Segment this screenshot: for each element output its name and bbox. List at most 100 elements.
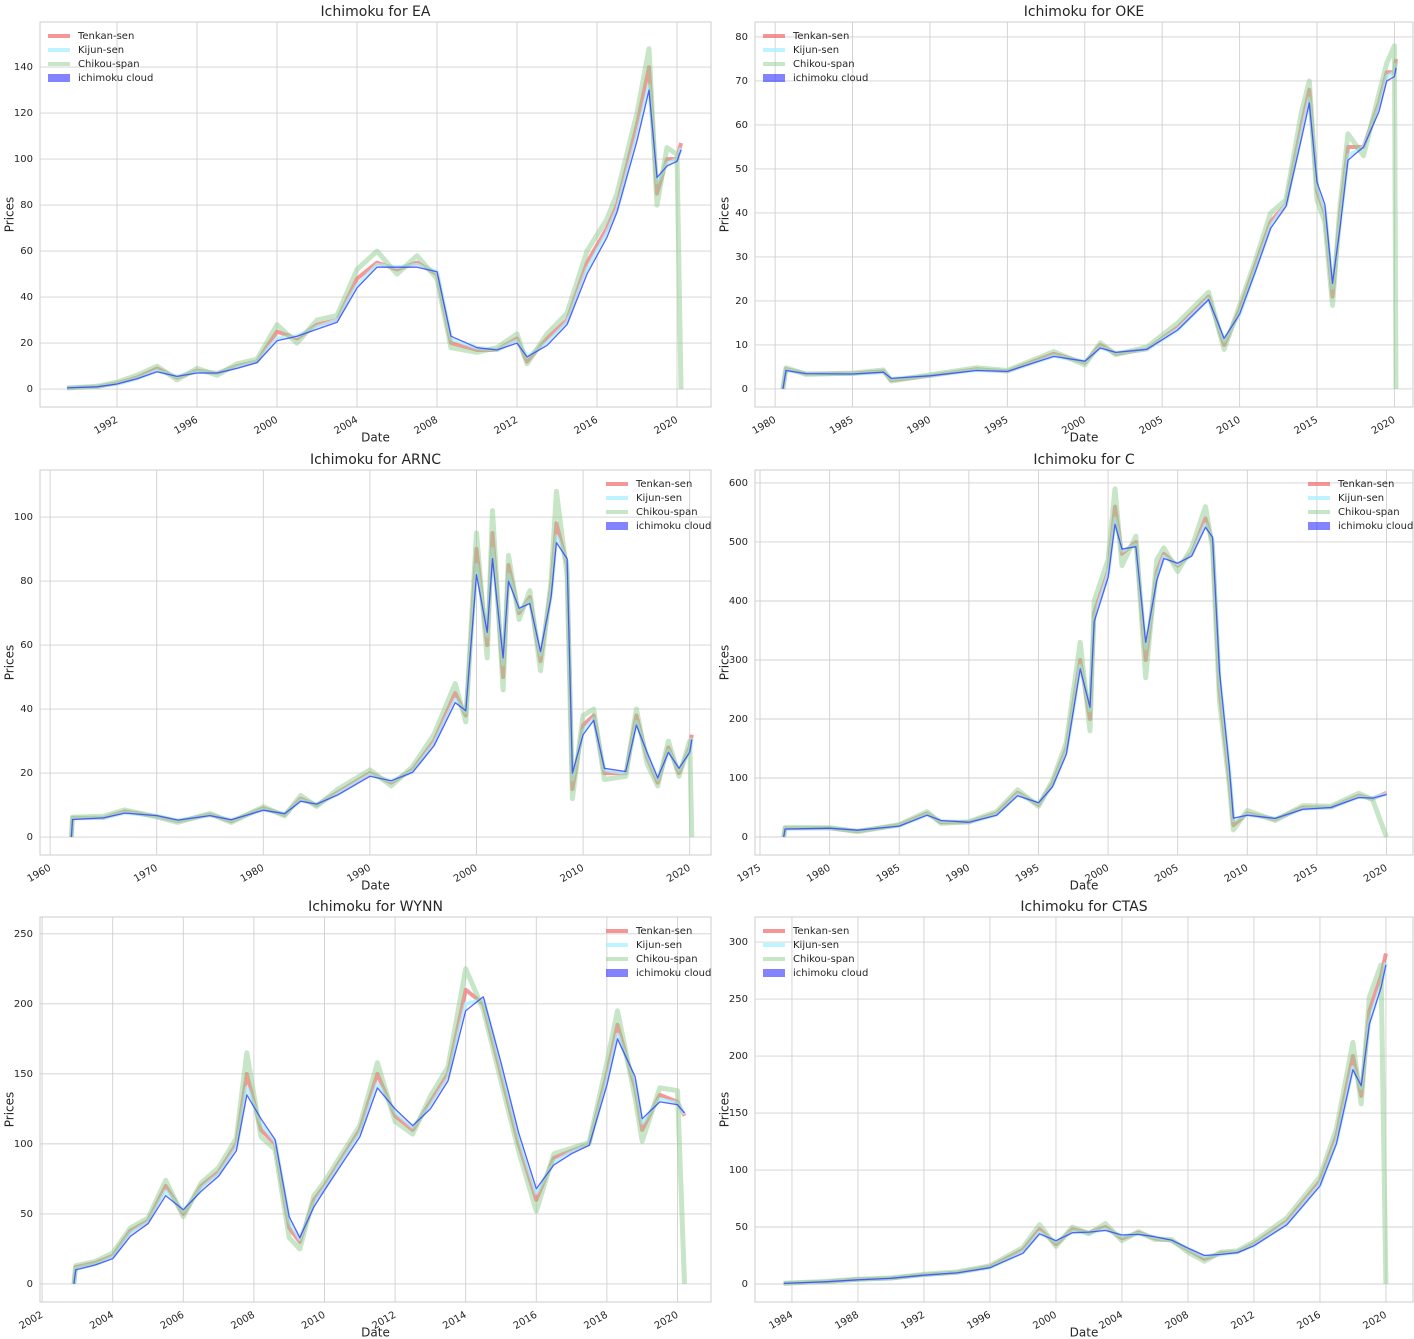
y-tick-label: 300 [729,937,748,948]
y-axis-label: Prices [3,645,17,681]
x-tick-label: 1984 [767,1310,795,1332]
y-tick-label: 400 [729,596,748,607]
series-line [781,486,1389,838]
x-tick-label: 1996 [172,415,200,437]
x-tick-label: 2020 [653,1310,681,1332]
x-tick-label: 2018 [582,1310,610,1332]
legend-label: ichimoku cloud [636,968,711,979]
y-axis-label: Prices [3,1092,17,1128]
y-tick-label: 0 [27,832,33,843]
y-tick-label: 200 [14,999,33,1010]
x-tick-label: 2004 [1097,1310,1125,1332]
y-tick-label: 100 [729,773,748,784]
x-tick-label: 2006 [159,1310,187,1332]
chart-title: Ichimoku for WYNN [308,899,443,915]
x-tick-label: 2005 [1153,863,1181,885]
y-axis-label: Prices [718,645,732,681]
y-tick-label: 40 [20,704,33,715]
y-tick-label: 100 [14,1139,33,1150]
y-tick-label: 50 [735,1222,748,1233]
x-tick-label: 1980 [805,863,833,885]
y-tick-label: 250 [729,994,748,1005]
x-axis-label: Date [1070,879,1099,893]
legend-swatch [1308,522,1330,530]
x-tick-label: 2015 [1292,415,1320,437]
legend-label: Chikou-span [636,954,698,965]
x-tick-label: 2000 [252,415,280,437]
x-tick-label: 2010 [1215,415,1243,437]
y-tick-label: 100 [14,512,33,523]
legend-label: Tenkan-sen [792,926,849,937]
y-tick-label: 0 [742,1279,748,1290]
legend-label: Kijun-sen [793,45,839,56]
y-tick-label: 140 [14,62,33,73]
plot-area [754,916,1414,1303]
axes: 0 20 40 60 80 100 120 140 1992 1996 2000 2004 2008 20… [3,4,712,445]
x-tick-label: 2002 [18,1310,46,1332]
y-tick-label: 100 [729,1165,748,1176]
x-tick-label: 2004 [88,1310,116,1332]
x-tick-label: 2016 [572,415,600,437]
y-tick-label: 500 [729,537,748,548]
legend-label: Chikou-span [636,507,698,518]
y-tick-label: 60 [735,120,748,131]
y-tick-label: 70 [735,76,748,87]
y-tick-label: 150 [14,1069,33,1080]
y-tick-label: 80 [20,576,33,587]
chart-title: Ichimoku for C [1033,452,1134,468]
legend-swatch [606,969,628,977]
y-tick-label: 0 [27,1279,33,1290]
x-tick-label: 1980 [751,415,779,437]
legend-label: Kijun-sen [636,493,682,504]
x-tick-label: 1996 [965,1310,993,1332]
legend-label: ichimoku cloud [1338,521,1413,532]
x-tick-label: 2008 [412,415,440,437]
legend-label: ichimoku cloud [78,73,153,84]
legend-label: Kijun-sen [636,940,682,951]
x-tick-label: 1985 [828,415,856,437]
legend-swatch [606,522,628,530]
y-tick-label: 20 [20,768,33,779]
x-axis-label: Date [361,431,390,445]
x-tick-label: 1995 [1014,863,1042,885]
x-axis-label: Date [361,879,390,893]
legend-label: ichimoku cloud [793,968,868,979]
legend-label: Kijun-sen [1338,493,1384,504]
x-tick-label: 2016 [512,1310,540,1332]
x-tick-label: 1992 [899,1310,927,1332]
y-tick-label: 20 [20,338,33,349]
legend-label: ichimoku cloud [793,73,868,84]
legend-label: Tenkan-sen [792,31,849,42]
chart-title: Ichimoku for ARNC [310,452,441,468]
x-tick-label: 2020 [1370,415,1398,437]
x-tick-label: 1990 [944,863,972,885]
y-tick-label: 60 [20,246,33,257]
y-axis-label: Prices [3,197,17,233]
x-tick-label: 2012 [1229,1310,1257,1332]
series-line [780,43,1399,390]
y-tick-label: 120 [14,108,33,119]
x-tick-label: 2008 [229,1310,257,1332]
x-tick-label: 1992 [92,415,120,437]
x-tick-label: 2008 [1163,1310,1191,1332]
axes: 0 50 100 150 200 250 300 1984 1988 1992 1996 2000 20… [718,899,1414,1339]
legend-swatch [48,74,70,82]
legend-label: Kijun-sen [78,45,124,56]
chart-title: Ichimoku for OKE [1024,4,1145,20]
x-tick-label: 1975 [735,863,763,885]
x-tick-label: 2014 [441,1310,469,1332]
series-line [66,89,682,389]
x-tick-label: 1988 [833,1310,861,1332]
y-tick-label: 50 [20,1209,33,1220]
y-tick-label: 0 [742,832,748,843]
x-tick-label: 2000 [452,863,480,885]
y-tick-label: 300 [729,655,748,666]
y-tick-label: 200 [729,714,748,725]
legend-label: Chikou-span [793,954,855,965]
y-tick-label: 10 [735,340,748,351]
x-tick-label: 1985 [875,863,903,885]
